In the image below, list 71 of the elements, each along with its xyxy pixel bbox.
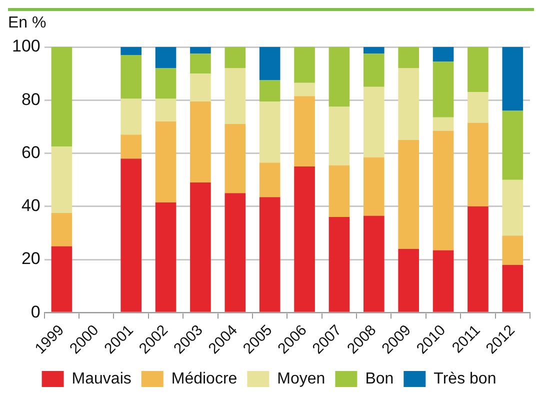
bar: [120, 98, 142, 135]
bar: [398, 68, 419, 140]
bar: [51, 213, 72, 246]
bar: [155, 121, 176, 202]
bar: [328, 217, 350, 312]
bar: [432, 117, 454, 131]
legend-label: Moyen: [277, 370, 326, 388]
bar: [502, 47, 524, 111]
bar: [363, 216, 384, 312]
bar: [120, 134, 142, 159]
bar: [502, 264, 524, 312]
bar: [120, 54, 142, 99]
bar: [468, 47, 488, 92]
bar: [328, 106, 350, 166]
legend-label: Bon: [365, 370, 394, 388]
bar: [155, 202, 176, 312]
bar: [294, 47, 315, 83]
bar: [398, 248, 419, 312]
bar: [398, 47, 419, 68]
bar: [468, 92, 488, 123]
y-tick-label: 100: [12, 36, 40, 56]
bar: [328, 165, 350, 218]
bar: [224, 193, 246, 312]
y-tick-label: 0: [30, 302, 40, 322]
bar: [432, 62, 454, 118]
y-tick-label: 60: [21, 142, 40, 162]
legend-label: Mauvais: [72, 370, 132, 388]
bar: [432, 130, 454, 250]
bar: [155, 98, 176, 122]
bar: [363, 157, 384, 216]
bar: [51, 146, 72, 214]
bar: [294, 96, 315, 167]
legend-label: Très bon: [434, 370, 496, 388]
bar: [398, 140, 419, 249]
bar: [328, 47, 350, 107]
bar: [468, 206, 488, 312]
bar: [120, 158, 142, 312]
bar: [259, 80, 280, 102]
bar: [502, 236, 524, 265]
bar: [432, 250, 454, 312]
bar: [224, 47, 246, 68]
bar: [432, 47, 454, 62]
bar: [190, 54, 211, 74]
bar: [502, 110, 524, 180]
bar: [190, 47, 211, 54]
bar: [468, 122, 488, 206]
y-tick-label: 40: [21, 196, 40, 216]
bar: [224, 124, 246, 194]
bar: [190, 74, 211, 102]
bar: [224, 68, 246, 124]
bar: [51, 47, 72, 147]
bar: [363, 86, 384, 158]
bar: [120, 47, 142, 55]
bar: [51, 246, 72, 312]
bar: [363, 54, 384, 87]
bar: [259, 162, 280, 198]
legend-label: Médiocre: [171, 370, 238, 388]
y-tick-label: 80: [21, 90, 40, 109]
bar: [363, 47, 384, 54]
y-tick-label: 20: [21, 249, 40, 268]
y-axis-title: En %: [8, 14, 46, 32]
bar: [190, 101, 211, 182]
bar: [155, 47, 176, 68]
bar: [259, 197, 280, 312]
bar: [155, 68, 176, 99]
bar: [259, 47, 280, 80]
bar: [294, 82, 315, 96]
bar: [294, 166, 315, 312]
bar: [259, 101, 280, 163]
bar: [190, 182, 211, 312]
bar: [502, 180, 524, 236]
